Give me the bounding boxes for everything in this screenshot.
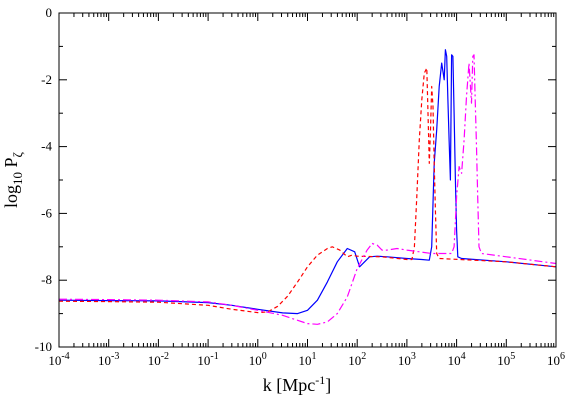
y-tick-label: -10 xyxy=(35,339,52,354)
series-line-2 xyxy=(58,67,557,314)
x-tick-label: 106 xyxy=(547,351,565,368)
y-tick-label: 0 xyxy=(46,5,53,20)
x-tick-label: 10-1 xyxy=(197,351,218,368)
series-line-3 xyxy=(58,54,557,325)
x-tick-label: 103 xyxy=(398,351,416,368)
y-tick-label: -6 xyxy=(41,205,52,220)
y-tick-label: -4 xyxy=(41,139,52,154)
x-tick-label: 101 xyxy=(299,351,317,368)
y-tick-label: -2 xyxy=(41,72,52,87)
plot-frame xyxy=(58,12,557,348)
x-tick-label: 104 xyxy=(448,351,466,368)
x-axis-title: k [Mpc-1] xyxy=(263,373,332,395)
x-tick-label: 10-3 xyxy=(98,351,119,368)
x-tick-label: 100 xyxy=(249,351,267,368)
y-tick-label: -8 xyxy=(41,272,52,287)
x-tick-label: 10-2 xyxy=(148,351,169,368)
x-tick-label: 102 xyxy=(348,351,366,368)
x-tick-label: 105 xyxy=(497,351,515,368)
axes-layer: 10-4 10-3 10-2 10-1 100 101 102 103 104 105 106 -10… xyxy=(35,5,565,368)
series-line-1 xyxy=(58,49,557,315)
y-axis-title: log10 Pζ xyxy=(1,151,25,208)
series-layer xyxy=(58,49,557,325)
x-tick-label: 10-4 xyxy=(48,351,69,368)
